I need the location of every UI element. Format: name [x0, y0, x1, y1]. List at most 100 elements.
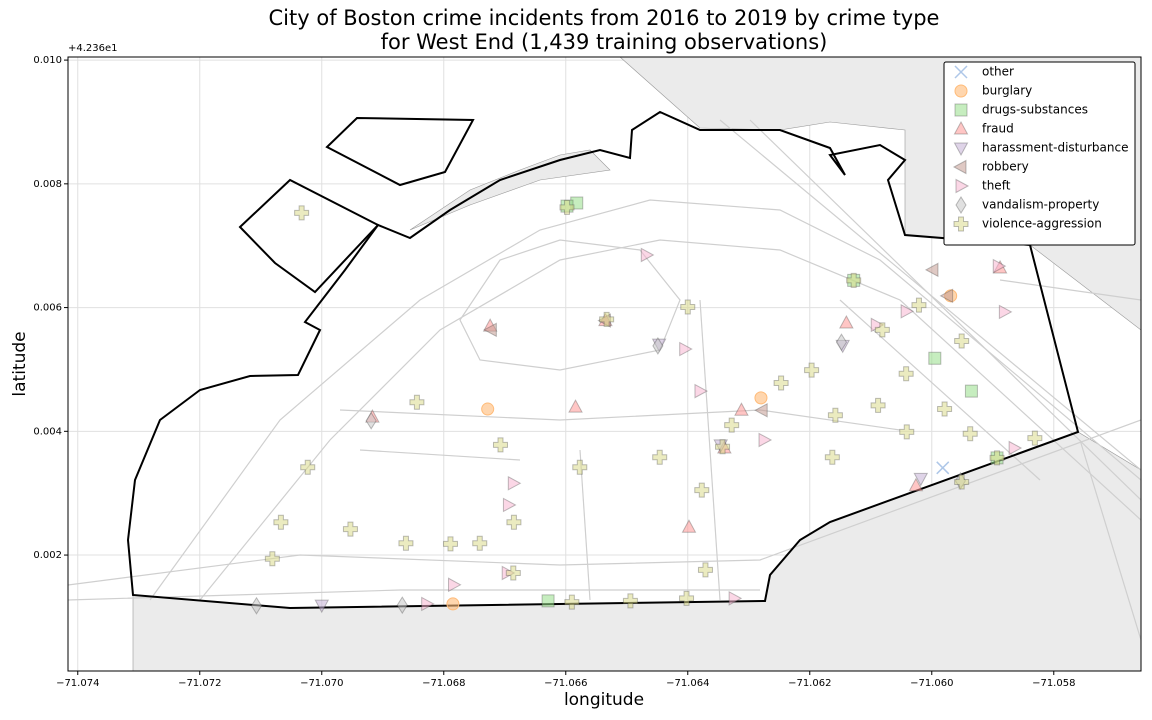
x-tick-label: −71.070	[300, 678, 343, 689]
point	[300, 459, 316, 475]
point	[448, 577, 462, 593]
land	[409, 149, 611, 231]
point	[900, 303, 915, 319]
point	[964, 384, 978, 398]
point	[924, 262, 939, 278]
point	[652, 336, 664, 355]
point	[622, 593, 638, 609]
point	[342, 521, 358, 537]
point	[507, 475, 522, 491]
legend-label: vandalism-property	[982, 198, 1099, 212]
point	[409, 394, 425, 410]
point	[505, 565, 521, 581]
point	[839, 314, 854, 329]
legend-label: violence-aggression	[982, 217, 1102, 231]
chart-title: for West End (1,439 training observation…	[381, 30, 828, 54]
point	[398, 535, 414, 551]
point	[483, 322, 497, 338]
point	[734, 402, 749, 416]
point	[294, 205, 310, 221]
point	[694, 482, 710, 498]
point	[899, 424, 915, 440]
point	[599, 311, 615, 327]
x-axis-label: longitude	[564, 690, 644, 710]
legend-marker	[953, 120, 969, 135]
legend-label: drugs-substances	[982, 103, 1088, 117]
point	[1027, 430, 1043, 446]
x-tick-label: −71.058	[1032, 678, 1075, 689]
legend-label: burglary	[982, 84, 1032, 98]
point	[870, 397, 886, 413]
legend-box	[943, 61, 1136, 246]
point	[913, 472, 929, 487]
legend-label: other	[982, 65, 1014, 79]
legend-marker	[954, 65, 968, 79]
point	[954, 474, 970, 490]
point	[694, 383, 709, 399]
legend-marker	[955, 196, 967, 214]
y-tick-label: 0.004	[33, 426, 62, 437]
streets	[68, 119, 1141, 641]
point	[365, 411, 377, 430]
point	[568, 399, 583, 413]
y-axis-label: latitude	[10, 331, 30, 396]
point	[936, 461, 950, 475]
land	[132, 431, 1141, 671]
legend: other burglary drugs-substances fraud harass…	[943, 61, 1136, 246]
point	[937, 401, 953, 417]
point	[715, 439, 731, 455]
point	[679, 341, 693, 357]
point	[754, 402, 768, 418]
x-tick-label: −71.064	[666, 678, 709, 689]
point	[652, 449, 668, 465]
point	[681, 519, 697, 533]
point	[502, 497, 517, 513]
x-tick-label: −71.074	[56, 678, 99, 689]
point	[827, 407, 843, 423]
point	[908, 477, 924, 492]
y-offset-label: +4.236e1	[68, 43, 118, 54]
point	[446, 597, 460, 611]
point	[396, 596, 408, 615]
point	[442, 536, 458, 552]
x-tick-label: −71.062	[788, 678, 831, 689]
point	[911, 297, 927, 313]
point	[874, 322, 890, 338]
x-tick-label: −71.068	[422, 678, 465, 689]
point	[804, 362, 820, 378]
y-tick-label: 0.006	[33, 303, 62, 314]
point	[541, 594, 555, 608]
point	[697, 562, 713, 578]
x-tick-label: −71.072	[178, 678, 221, 689]
point	[758, 432, 773, 448]
point	[962, 426, 978, 442]
legend-marker	[953, 216, 969, 232]
x-tick-label: −71.060	[910, 678, 953, 689]
point	[680, 299, 696, 315]
point	[572, 459, 588, 475]
point	[898, 366, 914, 382]
point	[250, 596, 263, 615]
point	[954, 333, 970, 349]
point	[559, 199, 575, 215]
legend-marker	[954, 103, 968, 117]
point	[846, 272, 862, 288]
point	[835, 333, 848, 352]
y-tick-label: 0.010	[33, 55, 62, 66]
legend-label: fraud	[982, 122, 1014, 136]
point	[824, 449, 840, 465]
point	[273, 514, 289, 530]
y-tick-label: 0.002	[33, 550, 62, 561]
legend-marker	[955, 178, 970, 194]
point	[421, 596, 435, 612]
point	[492, 437, 508, 453]
chart-title: City of Boston crime incidents from 2016…	[269, 6, 940, 30]
point	[724, 417, 740, 433]
boundary	[126, 110, 1080, 610]
legend-marker	[953, 142, 969, 157]
point	[264, 551, 280, 567]
legend-label: theft	[982, 179, 1011, 193]
point	[1008, 440, 1023, 456]
plot-frame	[67, 56, 1142, 672]
